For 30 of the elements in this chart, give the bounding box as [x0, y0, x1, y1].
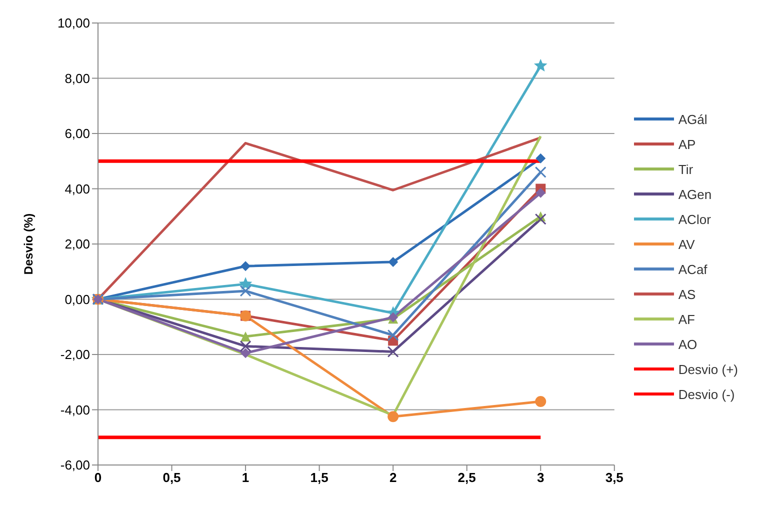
legend-label: AO: [678, 336, 698, 352]
legend-label: Tir: [678, 162, 694, 176]
legend-label: AF: [678, 312, 696, 326]
y-axis-title: Desvio (%): [21, 213, 36, 275]
x-tick-label: 3: [537, 470, 544, 486]
legend-label: Desvio (+): [678, 362, 738, 376]
y-tick-label: 10,00: [57, 16, 90, 31]
y-tick-label: -2,00: [60, 347, 90, 362]
x-tick-label: 0: [94, 470, 102, 486]
y-tick-label: 8,00: [64, 70, 90, 86]
legend-label: AV: [678, 236, 695, 252]
y-tick-label: 4,00: [64, 181, 90, 196]
x-tick-label: 1: [242, 470, 250, 486]
x-tick-label: 2: [389, 470, 397, 486]
y-tick-label: 2,00: [64, 236, 90, 252]
y-tick-label: -6,00: [60, 458, 90, 473]
legend-label: AGen: [678, 186, 712, 202]
y-tick-label: 6,00: [64, 126, 90, 142]
legend-label: AP: [678, 136, 696, 152]
legend-label: AGál: [678, 112, 708, 126]
legend-label: AClor: [678, 212, 711, 226]
legend-label: ACaf: [678, 262, 708, 276]
y-tick-label: -4,00: [60, 402, 90, 418]
x-tick-label: 0,5: [162, 470, 181, 486]
legend-label: Desvio (-): [678, 386, 735, 402]
x-tick-label: 1,5: [310, 470, 328, 486]
x-tick-label: 2,5: [458, 470, 476, 486]
y-tick-label: 0,00: [64, 292, 90, 307]
x-tick-label: 3,5: [605, 470, 624, 486]
legend-label: AS: [678, 286, 696, 302]
